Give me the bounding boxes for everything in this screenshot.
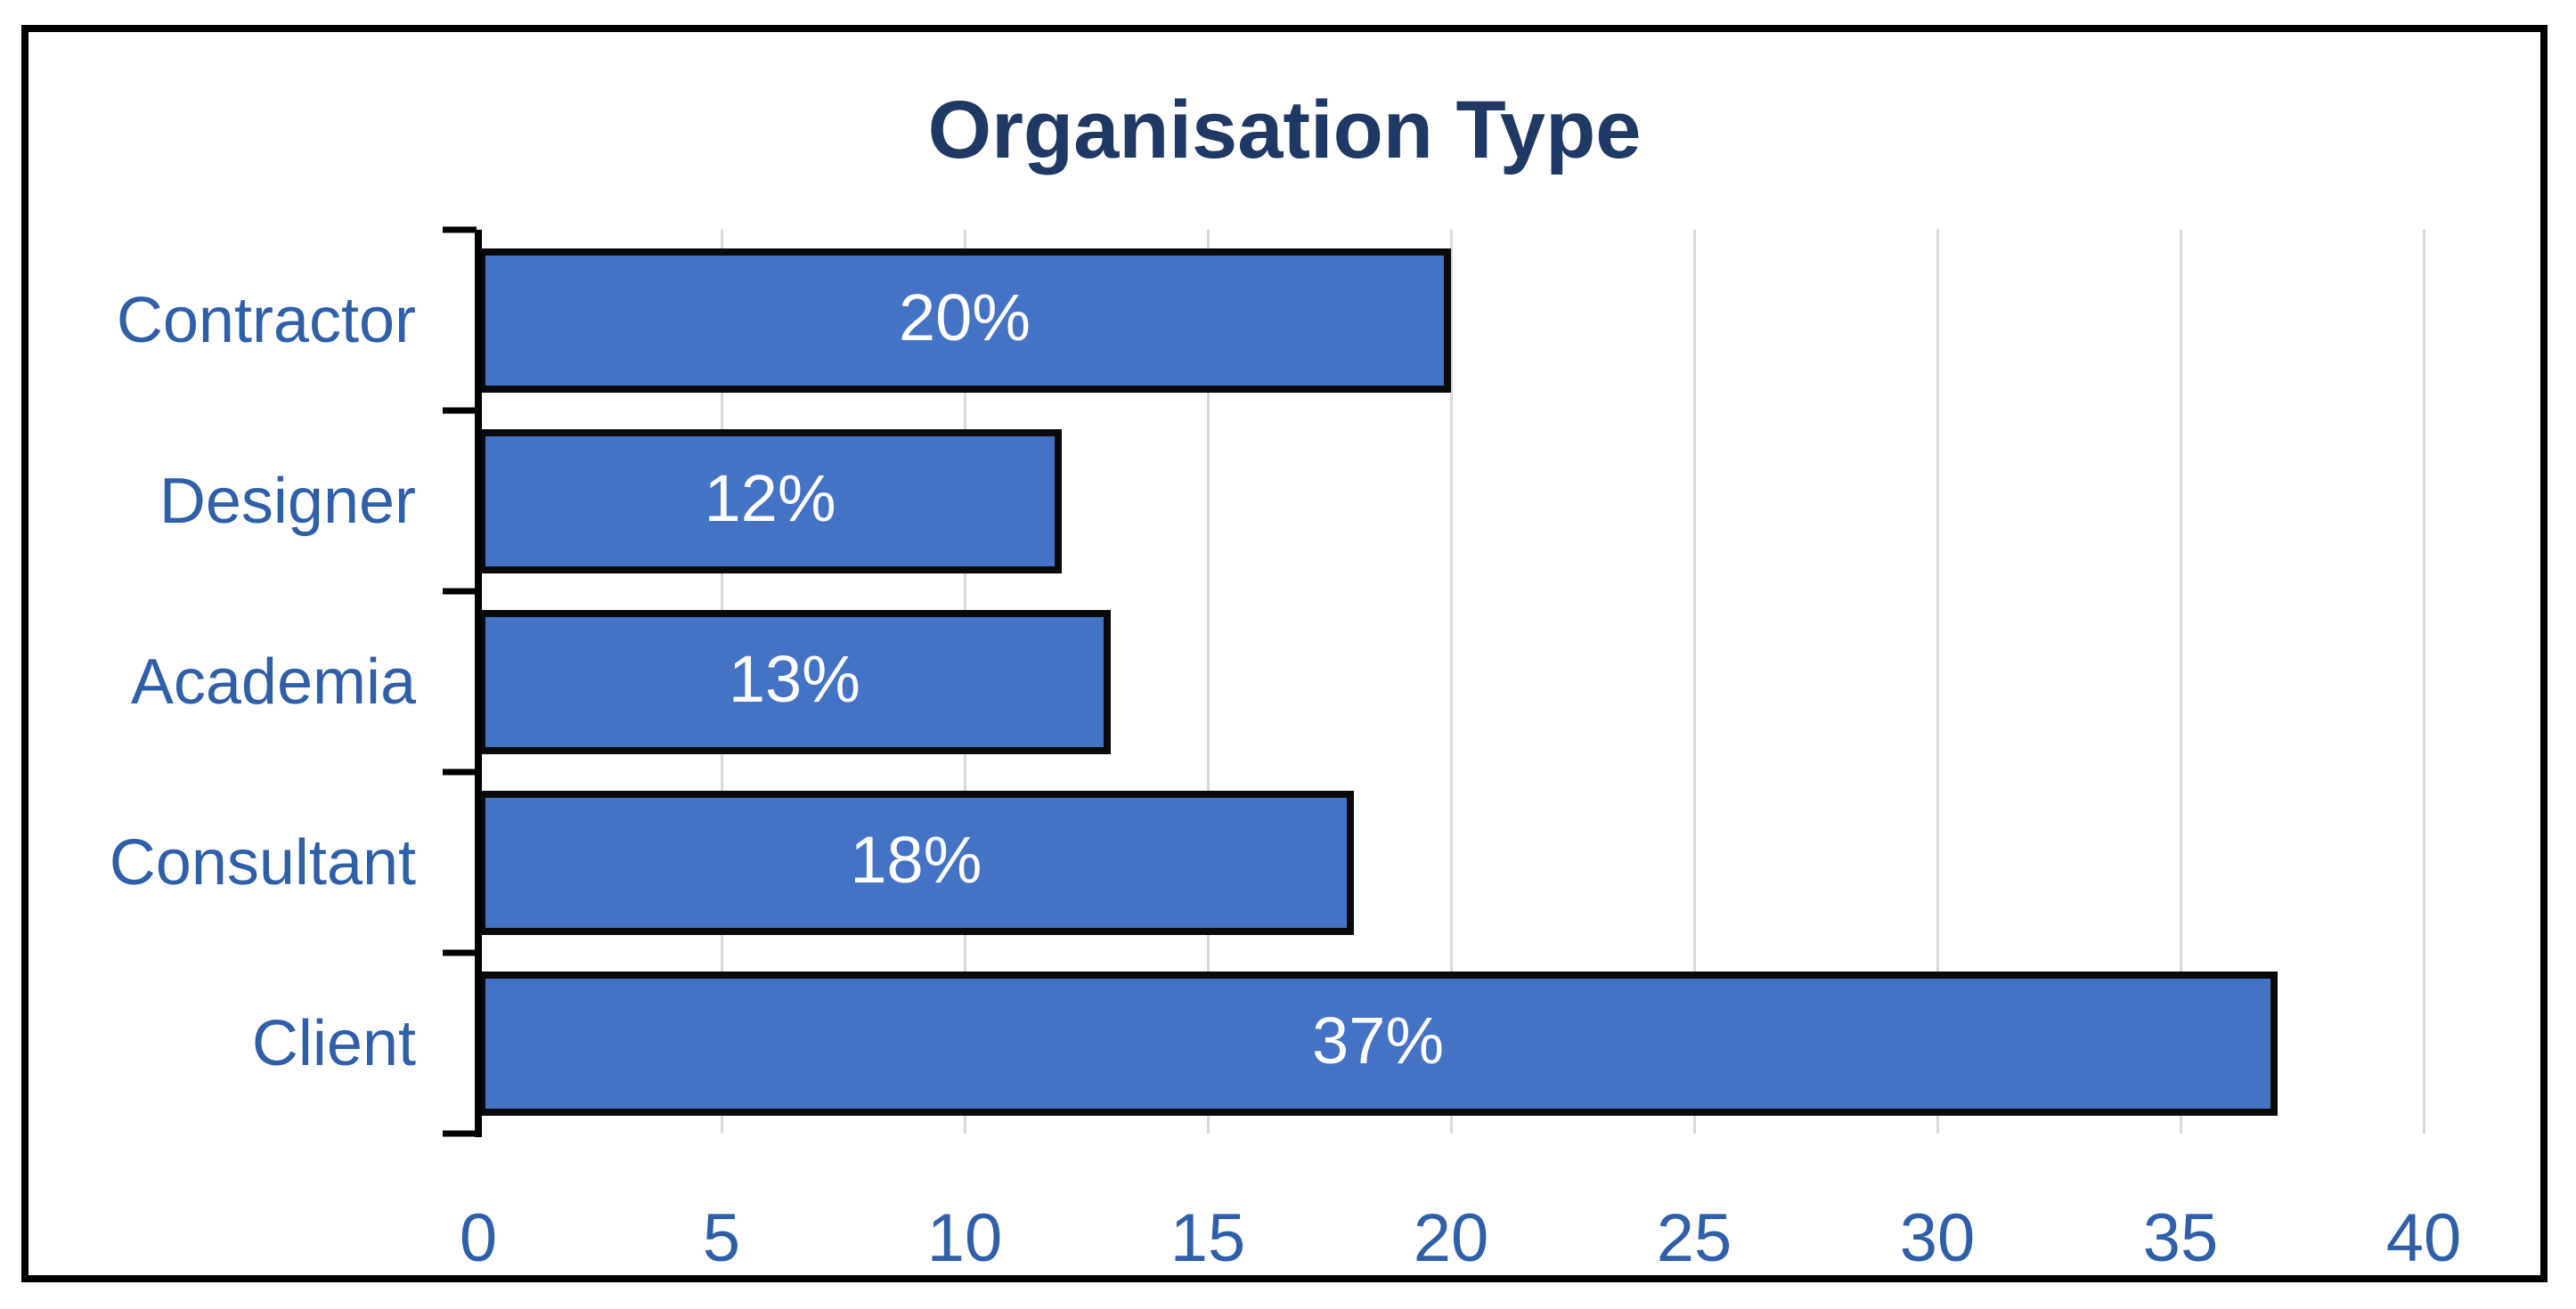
category-label-row: Contractor [29, 230, 416, 411]
bar-row-client: 37% [478, 953, 2424, 1134]
category-label-consultant: Consultant [109, 826, 416, 898]
gridline-x-40 [2422, 230, 2425, 1134]
category-axis-tick [443, 226, 477, 233]
category-axis-labels: Contractor Designer Academia Consultant Clie… [29, 230, 416, 1134]
bar-data-label: 37% [1312, 1003, 1445, 1077]
bar-data-label: 18% [850, 822, 982, 897]
bar-row-academia: 13% [478, 591, 2424, 772]
category-axis-tick [443, 588, 477, 595]
value-axis-label-0: 0 [459, 1200, 498, 1276]
bar-data-label: 12% [704, 460, 836, 535]
bar-data-label: 13% [728, 641, 860, 716]
value-axis-label-40: 40 [2385, 1200, 2462, 1276]
bar-row-consultant: 18% [478, 772, 2424, 953]
category-label-row: Client [29, 953, 416, 1134]
category-label-row: Consultant [29, 772, 416, 953]
value-axis-label-15: 15 [1170, 1200, 1246, 1276]
value-axis-label-5: 5 [702, 1200, 741, 1276]
gridline-x-15 [1206, 230, 1210, 1134]
value-axis-label-10: 10 [926, 1200, 1003, 1276]
bars-container: 20% 12% 13% 18% 37% [478, 230, 2424, 1134]
category-label-academia: Academia [130, 646, 416, 718]
category-label-row: Academia [29, 591, 416, 772]
category-axis-tick [443, 768, 477, 776]
category-label-row: Designer [29, 411, 416, 591]
value-axis-label-20: 20 [1413, 1200, 1489, 1276]
category-label-contractor: Contractor [116, 284, 416, 356]
bar-academia: 13% [478, 609, 1111, 754]
bar-data-label: 20% [898, 280, 1031, 354]
category-axis-tick [443, 407, 477, 414]
category-axis-line [475, 230, 482, 1137]
gridline-x-25 [1692, 230, 1696, 1134]
chart-outer-frame: Organisation Type Contractor Designer Acad… [21, 25, 2547, 1282]
value-axis-label-35: 35 [2142, 1200, 2219, 1276]
value-axis-label-30: 30 [1899, 1200, 1976, 1276]
category-label-client: Client [251, 1007, 416, 1079]
category-label-designer: Designer [159, 465, 416, 537]
bar-consultant: 18% [478, 790, 1354, 935]
bar-row-contractor: 20% [478, 230, 2424, 411]
category-axis-tick [443, 949, 477, 956]
bar-contractor: 20% [478, 248, 1451, 393]
value-axis-labels: 0 5 10 15 20 25 30 35 40 [460, 1190, 2461, 1288]
plot-area: 20% 12% 13% 18% 37% [443, 226, 2425, 1137]
bar-client: 37% [478, 971, 2278, 1116]
bar-designer: 12% [478, 428, 1063, 573]
bar-row-designer: 12% [478, 411, 2424, 591]
gridline-x-20 [1449, 230, 1453, 1134]
gridline-x-30 [1936, 230, 1939, 1134]
category-axis-tick [443, 1130, 477, 1137]
value-axis-label-25: 25 [1656, 1200, 1732, 1276]
chart-title: Organisation Type [927, 85, 1642, 175]
gridline-x-35 [2179, 230, 2182, 1134]
